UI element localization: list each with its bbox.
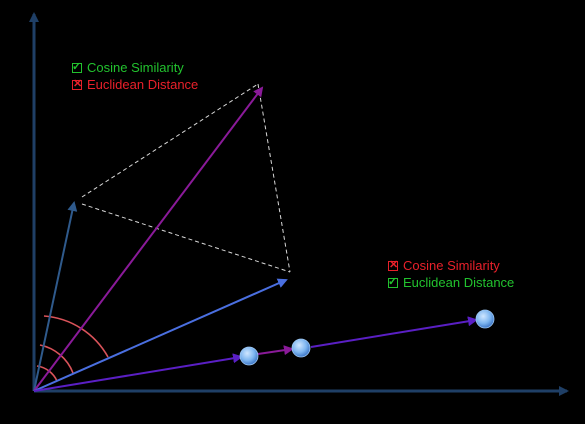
- legend-bottom: ✕ Cosine Similarity ✓ Euclidean Distance: [388, 257, 514, 291]
- dashed-line-left-top: [81, 83, 259, 198]
- cross-icon: ✕: [388, 258, 399, 271]
- cross-icon: ✕: [72, 77, 83, 90]
- vector-to-point-1: [33, 353, 243, 392]
- check-icon: ✓: [388, 275, 398, 288]
- legend-top-item-cosine: ✓ Cosine Similarity: [72, 59, 198, 76]
- point-1: [239, 346, 259, 366]
- vector-point-2-to-point-3: [310, 316, 478, 348]
- legend-bottom-euclidean-label: Euclidean Distance: [403, 275, 515, 290]
- point-3: [475, 309, 495, 329]
- vector-blue: [33, 278, 288, 392]
- legend-top-item-euclidean: ✕ Euclidean Distance: [72, 76, 198, 93]
- legend-bottom-item-euclidean: ✓ Euclidean Distance: [388, 274, 514, 291]
- legend-top: ✓ Cosine Similarity ✕ Euclidean Distance: [72, 59, 198, 93]
- dashed-line-top-right: [257, 83, 291, 273]
- legend-bottom-cosine-label: Cosine Similarity: [403, 258, 500, 273]
- dashed-line-left-right: [81, 203, 291, 273]
- check-icon: ✓: [72, 60, 82, 73]
- vector-dark-blue: [33, 201, 78, 392]
- vector-point-1-to-point-2: [257, 345, 294, 356]
- point-2: [291, 338, 311, 358]
- legend-top-euclidean-label: Euclidean Distance: [87, 77, 199, 92]
- legend-top-cosine-label: Cosine Similarity: [87, 60, 184, 75]
- vector-purple: [33, 86, 264, 392]
- legend-bottom-item-cosine: ✕ Cosine Similarity: [388, 257, 514, 274]
